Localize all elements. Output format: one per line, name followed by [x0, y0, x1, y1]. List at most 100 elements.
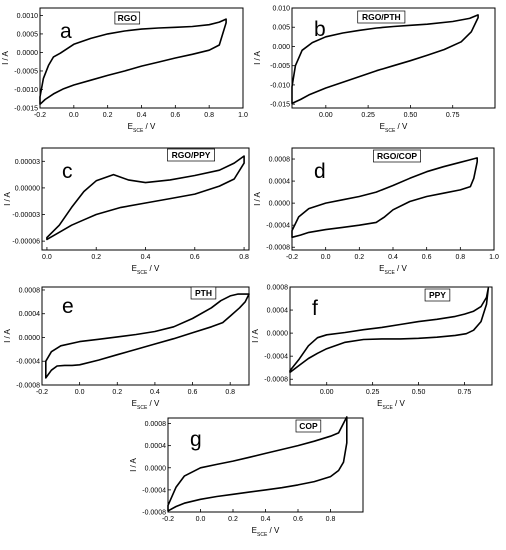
- y-tick-label: -0.0010: [14, 87, 38, 94]
- x-axis-label: ESCE / V: [379, 264, 407, 276]
- y-tick-label: -0.0004: [16, 359, 40, 366]
- x-label-main: E: [380, 122, 385, 131]
- y-tick-label: -0.0004: [142, 487, 166, 494]
- x-tick-label: 0.0: [75, 389, 85, 396]
- y-tick-label: -0.0008: [142, 510, 166, 517]
- x-label-unit: / V: [395, 264, 408, 273]
- x-tick-label: -0.2: [162, 516, 174, 523]
- title-box: [114, 11, 141, 25]
- x-tick-label: 0.2: [228, 516, 238, 523]
- y-tick-label: 0.0004: [269, 179, 291, 186]
- y-tick-label: -0.015: [270, 102, 290, 109]
- title-box: [357, 10, 406, 24]
- x-tick-label: 0.8: [204, 112, 214, 119]
- y-tick-label: 0.00000: [15, 185, 40, 192]
- x-tick-label: 0.2: [91, 254, 101, 261]
- x-tick-label: 1.0: [489, 254, 499, 261]
- panel-letter: c: [62, 160, 73, 183]
- title-box: [373, 149, 421, 163]
- x-tick-label: 0.4: [150, 389, 160, 396]
- x-tick-label: 0.6: [293, 516, 303, 523]
- panel-letter: d: [314, 160, 326, 183]
- x-tick-label: 0.6: [170, 112, 180, 119]
- x-tick-label: 0.8: [239, 254, 249, 261]
- y-tick-label: 0.00003: [15, 159, 40, 166]
- y-tick-label: 0.0008: [269, 157, 291, 164]
- x-tick-label: 0.8: [326, 516, 336, 523]
- x-label-subscript: SCE: [385, 128, 396, 134]
- y-tick-label: 0.0010: [17, 13, 39, 20]
- y-tick-label: 0.0004: [267, 308, 289, 315]
- y-axis-label: I / A: [3, 191, 12, 205]
- y-tick-label: 0.0004: [145, 443, 167, 450]
- y-tick-label: 0.0000: [17, 50, 39, 57]
- panel-title: RGO: [118, 13, 138, 23]
- x-label-subscript: SCE: [137, 405, 148, 411]
- y-tick-label: -0.00006: [12, 239, 40, 246]
- x-label-unit: / V: [147, 264, 160, 273]
- y-tick-label: 0.0000: [19, 335, 41, 342]
- title-box: [424, 288, 451, 302]
- y-axis-label: I / A: [129, 457, 138, 471]
- x-tick-label: 1.0: [238, 112, 248, 119]
- x-tick-label: 0.4: [137, 112, 147, 119]
- y-tick-label: 0.0008: [267, 285, 289, 292]
- y-tick-label: -0.00003: [12, 212, 40, 219]
- y-axis-label: I / A: [251, 328, 260, 342]
- x-tick-label: -0.2: [36, 389, 48, 396]
- x-tick-label: 0.25: [361, 112, 375, 119]
- y-axis-label: I / A: [3, 328, 12, 342]
- x-tick-label: -0.2: [34, 112, 46, 119]
- y-tick-label: 0.0000: [145, 465, 167, 472]
- x-tick-label: 0.2: [103, 112, 113, 119]
- x-label-unit: / V: [147, 399, 160, 408]
- title-box: [167, 148, 215, 162]
- x-label-main: E: [252, 526, 257, 535]
- panel-title: PPY: [429, 290, 446, 300]
- x-label-unit: / V: [143, 122, 156, 131]
- x-label-subscript: SCE: [383, 405, 394, 411]
- title-box: [295, 419, 322, 433]
- y-tick-label: -0.0004: [264, 354, 288, 361]
- panel-e: -0.2 0.0 0.2 0.4 0.6 0.8 -0.0008 -0.0004 0.0000 0…: [3, 286, 250, 411]
- y-tick-label: -0.0008: [16, 383, 40, 390]
- cv-curve: [39, 18, 227, 106]
- y-axis-label: I / A: [1, 50, 10, 64]
- y-tick-label: -0.005: [270, 63, 290, 70]
- y-tick-label: 0.0000: [269, 201, 291, 208]
- x-tick-label: 0.4: [141, 254, 151, 261]
- x-label-main: E: [132, 399, 137, 408]
- x-label-main: E: [128, 122, 133, 131]
- panel-letter: e: [62, 295, 74, 318]
- x-tick-label: 0.6: [422, 254, 432, 261]
- panel-b: 0.00 0.25 0.50 0.75 -0.015 -0.010 -0.005 0.000 0…: [253, 6, 496, 134]
- x-tick-label: 0.8: [455, 254, 465, 261]
- x-axis-label: ESCE / V: [132, 399, 160, 411]
- y-tick-label: -0.0004: [266, 223, 290, 230]
- panel-title: RGO/COP: [377, 151, 417, 161]
- y-axis-label: I / A: [253, 50, 262, 64]
- x-tick-label: 0.0: [196, 516, 206, 523]
- x-label-main: E: [132, 264, 137, 273]
- panel-title: COP: [299, 421, 318, 431]
- x-label-unit: / V: [393, 399, 406, 408]
- x-tick-label: 0.25: [366, 389, 380, 396]
- x-tick-label: 0.0: [42, 254, 52, 261]
- cv-curve: [46, 155, 245, 241]
- x-tick-label: 0.0: [69, 112, 79, 119]
- y-tick-label: 0.0004: [19, 311, 41, 318]
- y-tick-label: -0.0008: [264, 377, 288, 384]
- x-tick-label: 0.2: [112, 389, 122, 396]
- panel-g: -0.2 0.0 0.2 0.4 0.6 0.8 -0.0008 -0.0004 0.0000 0…: [129, 416, 364, 538]
- x-tick-label: 0.8: [225, 389, 235, 396]
- x-axis-label: ESCE / V: [377, 399, 405, 411]
- panel-letter: g: [190, 428, 202, 451]
- y-tick-label: -0.010: [270, 82, 290, 89]
- y-tick-label: 0.0008: [19, 287, 41, 294]
- panel-letter: a: [60, 20, 72, 43]
- plot-frame: [41, 147, 250, 251]
- x-label-subscript: SCE: [137, 270, 148, 276]
- x-label-subscript: SCE: [257, 532, 268, 538]
- y-tick-label: 0.005: [272, 25, 290, 32]
- x-tick-label: 0.00: [319, 112, 333, 119]
